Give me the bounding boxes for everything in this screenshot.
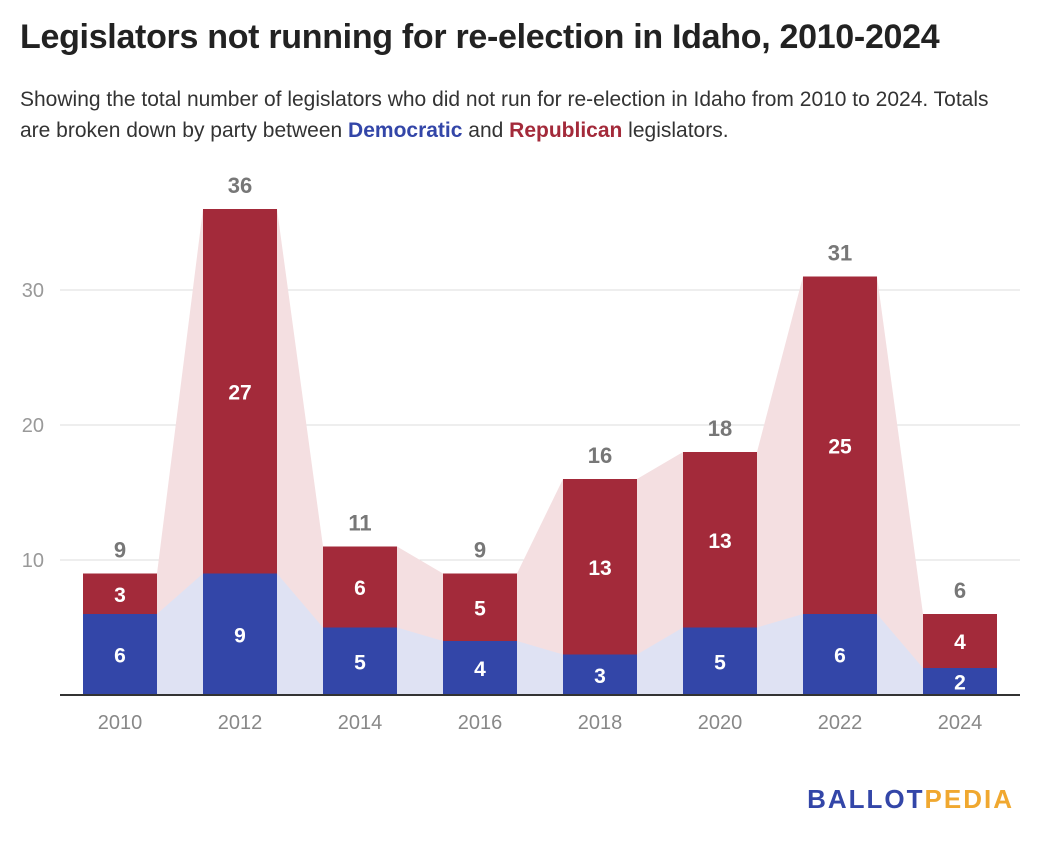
data-label-democratic-2010: 6 [114,645,126,668]
bar-republican-2020 [683,452,757,628]
data-label-republican-2014: 6 [354,577,366,600]
x-tick-label-2012: 2012 [218,712,263,734]
bar-republican-2022 [803,276,877,614]
chart-title: Legislators not running for re-election … [20,18,940,56]
bar-democratic-2010 [83,614,157,695]
logo-part-ballot: BALLOT [807,784,925,814]
bar-republican-2012 [203,209,277,574]
data-label-republican-2022: 25 [828,435,852,458]
subtitle-text-1: Showing the total number of legislators … [20,88,989,142]
x-tick-label-2010: 2010 [98,712,143,734]
subtitle-text-3: legislators. [622,119,729,142]
democratic-legend-label: Democratic [348,119,463,142]
data-label-republican-2010: 3 [114,584,126,607]
subtitle-text-2: and [462,119,510,142]
data-label-democratic-2016: 4 [474,658,486,681]
bar-democratic-2018 [563,654,637,695]
total-label-2016: 9 [474,538,486,563]
data-label-democratic-2012: 9 [234,624,246,647]
x-tick-label-2020: 2020 [698,712,743,734]
total-label-2012: 36 [228,173,252,198]
republican-area-band [83,209,997,695]
bar-democratic-2012 [203,573,277,695]
bar-democratic-2020 [683,627,757,695]
bar-republican-2018 [563,479,637,655]
total-label-2024: 6 [954,578,966,603]
data-label-democratic-2018: 3 [594,665,606,688]
total-label-2014: 11 [348,511,371,536]
bar-democratic-2016 [443,641,517,695]
data-label-republican-2020: 13 [708,530,731,553]
bar-republican-2014 [323,546,397,628]
x-tick-label-2022: 2022 [818,712,863,734]
y-tick-label-20: 20 [22,415,44,437]
logo-part-pedia: PEDIA [924,784,1014,814]
data-label-republican-2024: 4 [954,631,966,654]
bar-democratic-2022 [803,614,877,695]
y-tick-label-30: 30 [22,280,44,302]
chart-subtitle: Showing the total number of legislators … [20,84,1020,146]
data-label-democratic-2022: 6 [834,645,846,668]
total-label-2010: 9 [114,538,126,563]
data-label-democratic-2024: 2 [954,672,966,695]
x-tick-label-2024: 2024 [938,712,983,734]
bar-democratic-2014 [323,627,397,695]
bar-republican-2010 [83,573,157,614]
republican-legend-label: Republican [509,119,623,142]
total-label-2020: 18 [708,416,732,441]
x-tick-label-2014: 2014 [338,712,383,734]
x-tick-label-2016: 2016 [458,712,503,734]
total-label-2022: 31 [828,241,852,266]
data-label-republican-2012: 27 [228,381,251,404]
x-tick-label-2018: 2018 [578,712,623,734]
democratic-area-band [83,573,997,695]
data-label-democratic-2020: 5 [714,651,726,674]
bar-democratic-2024 [923,668,997,695]
total-label-2018: 16 [588,443,612,468]
data-label-republican-2016: 5 [474,597,486,620]
data-label-democratic-2014: 5 [354,651,366,674]
bar-republican-2024 [923,614,997,668]
y-tick-label-10: 10 [22,550,44,572]
ballotpedia-logo: BALLOTPEDIA [807,784,1014,815]
data-label-republican-2018: 13 [588,557,611,580]
bar-republican-2016 [443,573,517,641]
